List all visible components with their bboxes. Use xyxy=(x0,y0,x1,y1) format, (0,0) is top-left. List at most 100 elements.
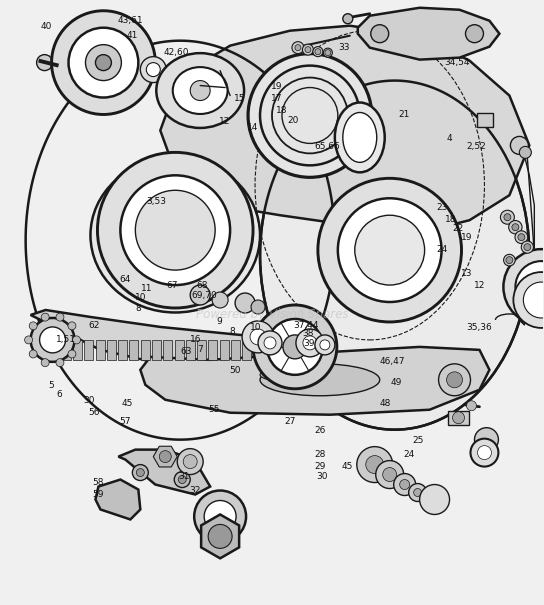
Circle shape xyxy=(41,313,49,321)
Text: 57: 57 xyxy=(119,417,131,427)
Ellipse shape xyxy=(343,113,377,162)
Text: 45: 45 xyxy=(121,399,133,408)
Bar xyxy=(448,411,469,425)
Circle shape xyxy=(355,215,425,285)
Circle shape xyxy=(258,331,282,355)
Bar xyxy=(107,340,116,360)
Circle shape xyxy=(204,500,236,532)
Text: 26: 26 xyxy=(314,426,326,435)
Text: 21: 21 xyxy=(398,110,409,119)
Polygon shape xyxy=(160,25,529,230)
Circle shape xyxy=(190,285,210,305)
Circle shape xyxy=(376,460,404,488)
Circle shape xyxy=(296,329,324,357)
Circle shape xyxy=(523,282,544,318)
Ellipse shape xyxy=(260,80,529,430)
Circle shape xyxy=(194,491,246,543)
Circle shape xyxy=(69,28,138,97)
Circle shape xyxy=(474,428,498,451)
Text: 48: 48 xyxy=(379,399,391,408)
Circle shape xyxy=(506,257,513,264)
Circle shape xyxy=(292,42,304,54)
Text: 29: 29 xyxy=(314,462,326,471)
Text: 13: 13 xyxy=(461,269,472,278)
Circle shape xyxy=(338,198,442,302)
Text: 17: 17 xyxy=(271,94,282,103)
Text: 10: 10 xyxy=(250,323,262,332)
Text: 24: 24 xyxy=(403,450,415,459)
Text: 69,70: 69,70 xyxy=(191,291,218,299)
Polygon shape xyxy=(358,8,499,60)
Circle shape xyxy=(510,136,528,154)
Polygon shape xyxy=(119,450,210,494)
Text: 59: 59 xyxy=(92,490,103,499)
Text: 1,51: 1,51 xyxy=(56,335,76,344)
Bar xyxy=(231,340,240,360)
Circle shape xyxy=(267,319,323,375)
Circle shape xyxy=(30,318,75,362)
Circle shape xyxy=(260,65,360,165)
Circle shape xyxy=(413,488,422,497)
Circle shape xyxy=(313,47,323,57)
Text: 15: 15 xyxy=(234,94,245,103)
Ellipse shape xyxy=(90,158,260,312)
Circle shape xyxy=(97,152,253,308)
Text: Powered by Vision Spares: Powered by Vision Spares xyxy=(196,309,348,321)
Circle shape xyxy=(159,451,171,463)
Bar xyxy=(299,340,307,360)
Text: 14: 14 xyxy=(246,123,258,132)
Text: 30: 30 xyxy=(83,396,95,405)
Ellipse shape xyxy=(260,368,320,382)
Ellipse shape xyxy=(260,364,380,396)
Circle shape xyxy=(251,300,265,314)
Polygon shape xyxy=(201,514,239,558)
Circle shape xyxy=(509,220,522,234)
Text: 68: 68 xyxy=(196,281,207,290)
Circle shape xyxy=(504,214,511,221)
Text: 49: 49 xyxy=(390,378,401,387)
Bar xyxy=(478,114,493,128)
Circle shape xyxy=(520,146,531,159)
Text: 5: 5 xyxy=(48,381,54,390)
Circle shape xyxy=(504,254,515,266)
Bar xyxy=(163,340,172,360)
Circle shape xyxy=(315,48,321,54)
Text: 64: 64 xyxy=(119,275,131,284)
Circle shape xyxy=(515,231,528,244)
Text: 22: 22 xyxy=(452,224,463,234)
Bar xyxy=(220,340,228,360)
Circle shape xyxy=(518,234,525,241)
Text: 41: 41 xyxy=(127,31,138,41)
Text: 30: 30 xyxy=(317,472,328,481)
Circle shape xyxy=(394,474,416,495)
Circle shape xyxy=(242,321,274,353)
Bar xyxy=(175,340,183,360)
Bar xyxy=(242,340,251,360)
Text: 12: 12 xyxy=(219,117,231,126)
Bar xyxy=(208,340,218,360)
Circle shape xyxy=(514,272,544,328)
Circle shape xyxy=(438,364,471,396)
Circle shape xyxy=(132,465,149,480)
Text: 45: 45 xyxy=(342,462,353,471)
Bar xyxy=(186,340,195,360)
Text: 8: 8 xyxy=(135,304,141,313)
Text: 67: 67 xyxy=(166,281,178,290)
Text: 65,66: 65,66 xyxy=(314,142,340,151)
Text: 42,60: 42,60 xyxy=(164,48,189,56)
Circle shape xyxy=(500,210,515,224)
Circle shape xyxy=(325,50,331,56)
Text: 25: 25 xyxy=(412,436,423,445)
Text: 7: 7 xyxy=(197,345,203,354)
Polygon shape xyxy=(95,480,140,520)
Bar xyxy=(310,340,319,360)
Circle shape xyxy=(208,525,232,548)
Circle shape xyxy=(72,336,81,344)
Text: 18: 18 xyxy=(444,215,456,224)
Text: 28: 28 xyxy=(314,450,326,459)
Circle shape xyxy=(36,54,53,71)
Circle shape xyxy=(383,468,397,482)
Circle shape xyxy=(250,329,266,345)
Text: 18: 18 xyxy=(276,106,288,115)
Circle shape xyxy=(68,322,76,330)
